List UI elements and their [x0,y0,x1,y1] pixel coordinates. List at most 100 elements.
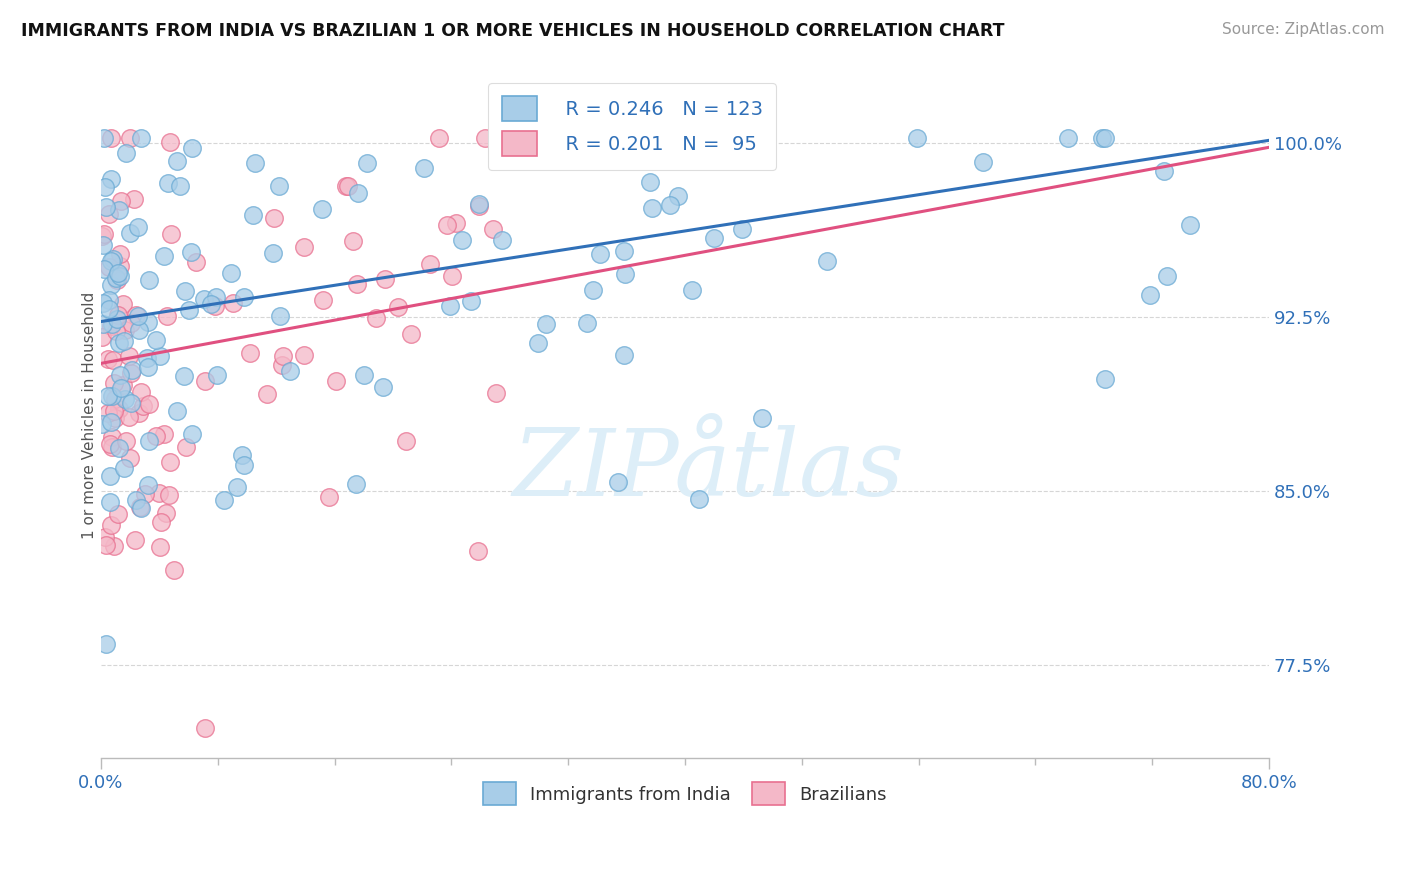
Point [181,141,204,155]
Point [658,197,681,211]
Point [905,131,928,145]
Point [482,222,505,236]
Point [242,208,264,222]
Y-axis label: 1 or more Vehicles in Household: 1 or more Vehicles in Household [83,292,97,540]
Point [467,544,489,558]
Point [222,296,245,310]
Point [1094,372,1116,386]
Point [97,301,120,316]
Point [731,222,754,236]
Point [108,268,131,283]
Point [239,345,262,359]
Point [96,406,118,420]
Point [131,131,153,145]
Point [149,349,172,363]
Point [173,368,195,383]
Point [157,488,180,502]
Point [193,292,215,306]
Legend: Immigrants from India, Brazilians: Immigrants from India, Brazilians [474,773,896,814]
Point [101,252,124,266]
Point [575,316,598,330]
Point [536,131,558,145]
Point [124,308,146,322]
Point [97,293,120,307]
Point [534,317,557,331]
Point [232,458,254,472]
Point [436,218,458,232]
Point [181,426,204,441]
Point [100,415,122,429]
Point [174,440,197,454]
Point [468,199,491,213]
Point [451,233,474,247]
Point [115,146,138,161]
Point [395,434,418,449]
Point [108,260,131,274]
Point [110,381,132,395]
Point [101,317,124,331]
Point [292,348,315,362]
Point [129,501,152,516]
Point [91,238,114,252]
Point [103,352,125,367]
Point [613,244,636,258]
Point [108,368,131,382]
Point [94,179,117,194]
Point [118,349,141,363]
Point [103,376,125,391]
Point [128,500,150,514]
Point [148,486,170,500]
Point [112,334,135,349]
Point [153,249,176,263]
Point [98,495,121,509]
Point [159,455,181,469]
Point [312,293,335,307]
Point [269,179,291,194]
Point [157,177,180,191]
Point [589,247,612,261]
Point [641,201,664,215]
Point [117,410,139,425]
Point [91,417,114,432]
Point [180,244,202,259]
Point [103,540,125,554]
Point [105,270,128,285]
Point [243,156,266,170]
Point [205,368,228,383]
Point [1139,287,1161,301]
Point [1091,131,1114,145]
Point [136,360,159,375]
Point [122,192,145,206]
Point [419,257,441,271]
Point [527,335,550,350]
Point [98,469,121,483]
Point [145,333,167,347]
Point [269,309,291,323]
Point [344,476,367,491]
Point [1153,164,1175,178]
Point [128,323,150,337]
Point [212,493,235,508]
Point [263,211,285,226]
Point [149,515,172,529]
Point [136,315,159,329]
Point [153,427,176,442]
Point [273,349,295,363]
Point [582,283,605,297]
Point [104,324,127,338]
Point [124,533,146,547]
Point [346,186,368,201]
Point [468,197,491,211]
Point [107,308,129,322]
Point [460,294,482,309]
Point [127,309,149,323]
Point [439,299,461,313]
Point [200,297,222,311]
Point [125,493,148,508]
Point [815,254,838,268]
Point [374,272,396,286]
Point [104,410,127,425]
Point [107,441,129,455]
Point [491,233,513,247]
Point [294,239,316,253]
